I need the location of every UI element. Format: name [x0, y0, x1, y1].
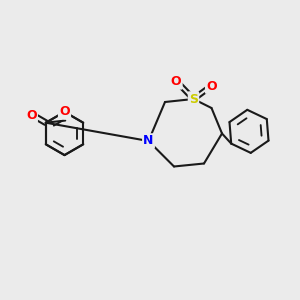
Text: O: O [59, 105, 70, 119]
Text: O: O [26, 109, 37, 122]
Text: N: N [143, 134, 154, 148]
Text: S: S [189, 92, 198, 106]
Text: O: O [171, 75, 182, 88]
Text: O: O [206, 80, 217, 93]
